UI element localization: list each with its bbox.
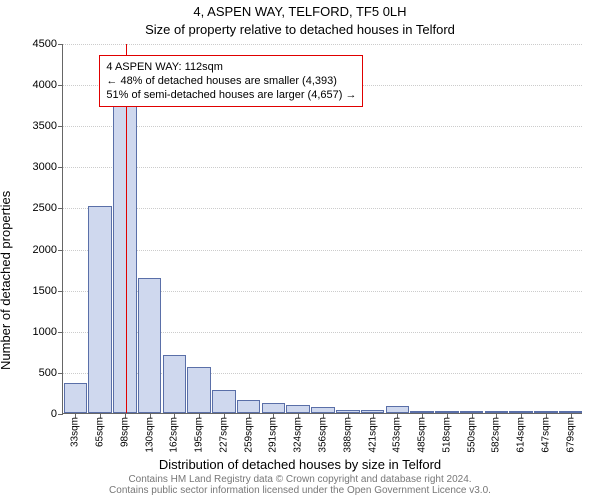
x-tick-label: 550sqm <box>466 417 477 453</box>
y-tick-label: 1500 <box>33 285 57 297</box>
bar <box>113 80 137 413</box>
title-main: 4, ASPEN WAY, TELFORD, TF5 0LH <box>0 4 600 19</box>
y-tick-label: 2000 <box>33 244 57 256</box>
bar <box>88 206 112 413</box>
info-line1: 4 ASPEN WAY: 112sqm <box>106 60 356 74</box>
x-tick-label: 130sqm <box>144 417 155 453</box>
x-tick-label: 98sqm <box>119 417 130 447</box>
x-tick-label: 679sqm <box>565 417 576 453</box>
x-tick-label: 33sqm <box>70 417 81 447</box>
y-tick-label: 3500 <box>33 120 57 132</box>
bar <box>64 383 88 413</box>
y-tick-mark <box>58 373 63 374</box>
bar <box>187 367 211 413</box>
x-tick-label: 518sqm <box>441 417 452 453</box>
y-tick-label: 4500 <box>33 38 57 50</box>
x-tick-label: 647sqm <box>540 417 551 453</box>
y-tick-label: 1000 <box>33 326 57 338</box>
bar <box>262 403 286 413</box>
x-tick-label: 614sqm <box>516 417 527 453</box>
bar <box>286 405 310 413</box>
x-tick-label: 485sqm <box>417 417 428 453</box>
chart-container: 4, ASPEN WAY, TELFORD, TF5 0LH Size of p… <box>0 0 600 500</box>
x-tick-label: 291sqm <box>268 417 279 453</box>
y-tick-label: 3000 <box>33 161 57 173</box>
x-tick-label: 453sqm <box>392 417 403 453</box>
info-line2: ← 48% of detached houses are smaller (4,… <box>106 74 356 88</box>
bar <box>237 400 261 413</box>
footer-attribution: Contains HM Land Registry data © Crown c… <box>0 474 600 496</box>
y-tick-mark <box>58 208 63 209</box>
x-tick-label: 227sqm <box>218 417 229 453</box>
x-tick-label: 388sqm <box>342 417 353 453</box>
y-tick-label: 500 <box>39 367 57 379</box>
x-tick-label: 65sqm <box>95 417 106 447</box>
y-tick-mark <box>58 332 63 333</box>
footer-line2: Contains public sector information licen… <box>109 485 491 496</box>
title-sub: Size of property relative to detached ho… <box>0 22 600 37</box>
y-tick-mark <box>58 126 63 127</box>
info-line3: 51% of semi-detached houses are larger (… <box>106 88 356 102</box>
y-tick-label: 2500 <box>33 202 57 214</box>
bar <box>212 390 236 413</box>
x-tick-label: 195sqm <box>194 417 205 453</box>
y-tick-mark <box>58 44 63 45</box>
gridline <box>63 208 582 209</box>
y-axis-label: Number of detached properties <box>0 191 13 370</box>
x-tick-label: 259sqm <box>243 417 254 453</box>
x-tick-label: 162sqm <box>169 417 180 453</box>
y-tick-label: 4000 <box>33 79 57 91</box>
x-tick-label: 421sqm <box>367 417 378 453</box>
y-tick-mark <box>58 414 63 415</box>
x-tick-label: 324sqm <box>293 417 304 453</box>
x-tick-label: 356sqm <box>318 417 329 453</box>
gridline <box>63 167 582 168</box>
x-axis-label: Distribution of detached houses by size … <box>0 457 600 472</box>
y-tick-mark <box>58 167 63 168</box>
x-tick-label: 582sqm <box>491 417 502 453</box>
y-tick-mark <box>58 250 63 251</box>
y-tick-mark <box>58 291 63 292</box>
info-box: 4 ASPEN WAY: 112sqm← 48% of detached hou… <box>99 55 363 107</box>
gridline <box>63 44 582 45</box>
bar <box>163 355 187 413</box>
y-tick-label: 0 <box>51 408 57 420</box>
y-tick-mark <box>58 85 63 86</box>
plot-area: 05001000150020002500300035004000450033sq… <box>62 44 582 414</box>
footer-line1: Contains HM Land Registry data © Crown c… <box>128 474 471 485</box>
gridline <box>63 126 582 127</box>
bar <box>138 278 162 413</box>
gridline <box>63 250 582 251</box>
